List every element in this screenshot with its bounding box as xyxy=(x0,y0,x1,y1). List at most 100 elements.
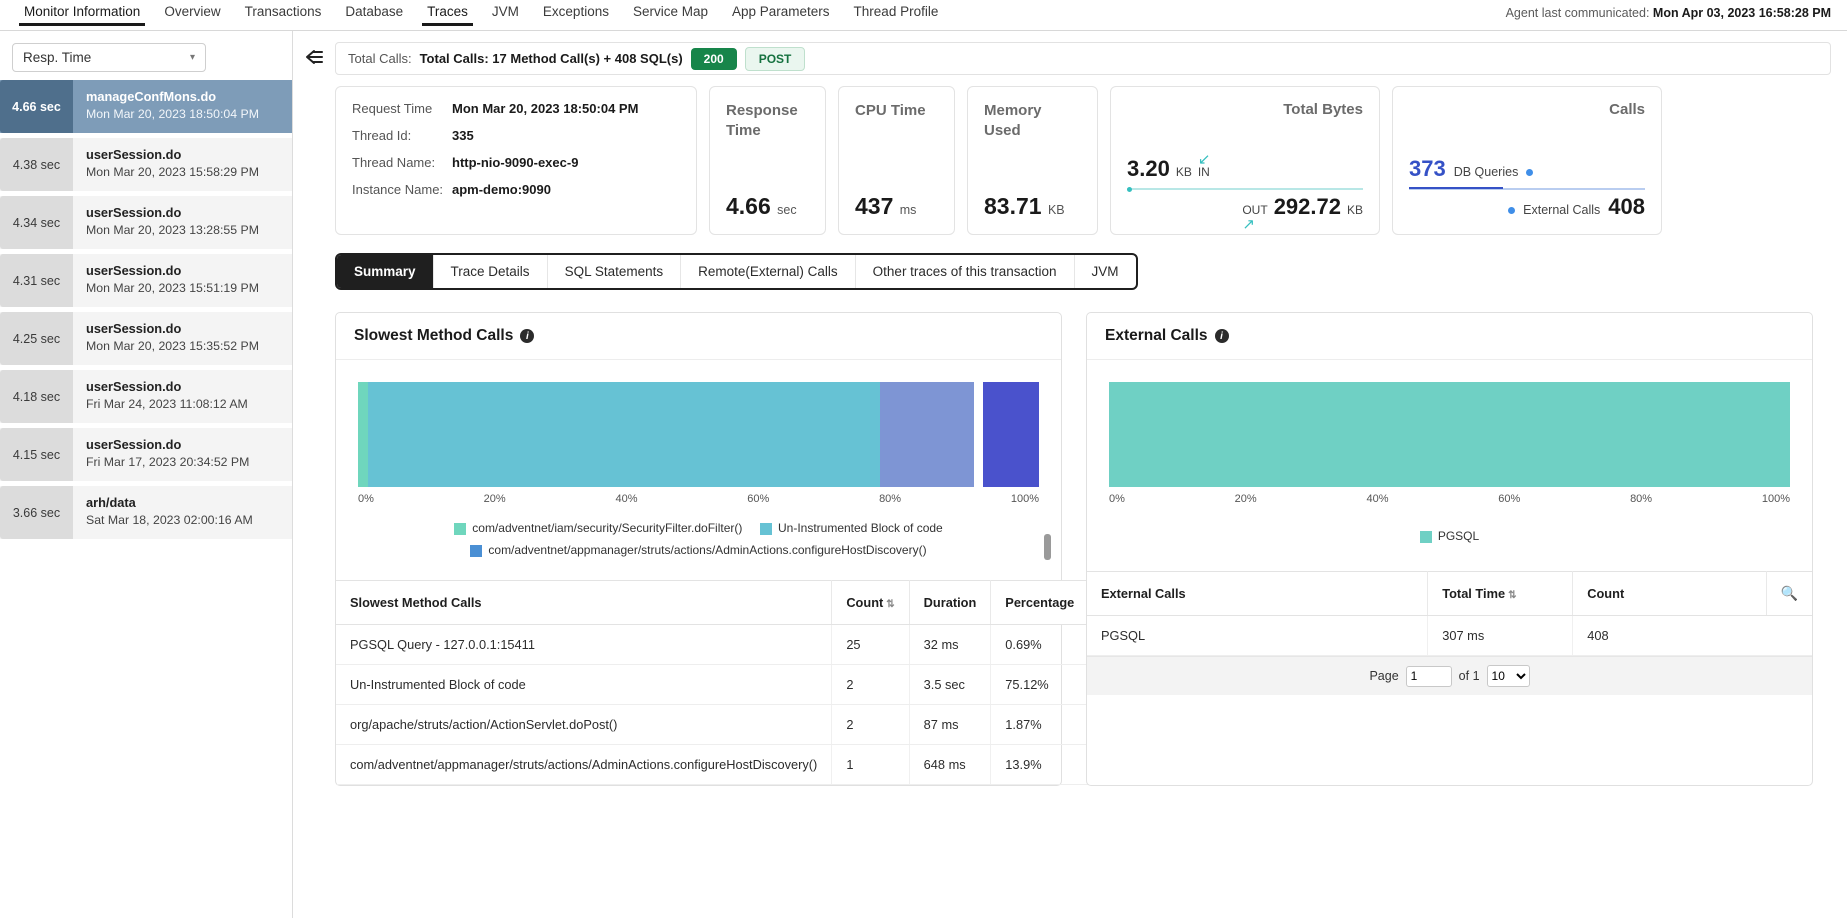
axis-tick: 60% xyxy=(747,493,770,505)
external-chart-axis: 0% 20% 40% 60% 80% 100% xyxy=(1109,493,1790,505)
table-row[interactable]: PGSQL 307 ms 408 xyxy=(1087,615,1812,657)
detail-tabs: Summary Trace Details SQL Statements Rem… xyxy=(335,253,1138,290)
external-calls-panel: External Calls i 0% 20% 40% 60% 80% xyxy=(1086,312,1813,786)
table-row[interactable]: PGSQL Query - 127.0.0.1:15411 25 32 ms 0… xyxy=(336,624,1135,665)
trace-name: userSession.do xyxy=(86,263,182,278)
trace-info: userSession.do Fri Mar 17, 2023 20:34:52… xyxy=(73,428,249,481)
col-total-time[interactable]: Total Time ⇅ xyxy=(1427,571,1574,617)
trace-list-item[interactable]: 3.66 sec arh/data Sat Mar 18, 2023 02:00… xyxy=(0,486,292,539)
legend-item[interactable]: com/adventnet/iam/security/SecurityFilte… xyxy=(454,519,742,539)
bytes-progress-line xyxy=(1127,186,1363,192)
trace-name: userSession.do xyxy=(86,321,182,336)
trace-list[interactable]: 4.66 sec manageConfMons.do Mon Mar 20, 2… xyxy=(0,80,292,918)
trace-list-item[interactable]: 4.25 sec userSession.do Mon Mar 20, 2023… xyxy=(0,312,292,365)
table-row[interactable]: org/apache/struts/action/ActionServlet.d… xyxy=(336,704,1135,745)
info-icon[interactable]: i xyxy=(1214,329,1229,343)
tab-trace-details[interactable]: Trace Details xyxy=(434,255,548,288)
trace-list-item[interactable]: 4.31 sec userSession.do Mon Mar 20, 2023… xyxy=(0,254,292,307)
trace-list-item[interactable]: 4.38 sec userSession.do Mon Mar 20, 2023… xyxy=(0,138,292,191)
col-count: Count xyxy=(1572,571,1767,617)
bytes-in-row: 3.20 KB ↙ IN xyxy=(1127,151,1363,182)
table-row[interactable]: com/adventnet/appmanager/struts/actions/… xyxy=(336,744,1135,785)
nav-item-monitor-information[interactable]: Monitor Information xyxy=(12,0,152,26)
table-row[interactable]: Un-Instrumented Block of code 2 3.5 sec … xyxy=(336,664,1135,705)
cell-method-name: com/adventnet/appmanager/struts/actions/… xyxy=(336,744,833,785)
page-of-label: of 1 xyxy=(1458,669,1480,684)
trace-list-item[interactable]: 4.34 sec userSession.do Mon Mar 20, 2023… xyxy=(0,196,292,249)
slowest-chart-legend: com/adventnet/iam/security/SecurityFilte… xyxy=(358,519,1039,574)
trace-list-item[interactable]: 4.15 sec userSession.do Fri Mar 17, 2023… xyxy=(0,428,292,481)
collapse-sidebar-icon[interactable] xyxy=(293,31,335,918)
search-icon[interactable]: 🔍 xyxy=(1780,585,1798,602)
nav-item-overview[interactable]: Overview xyxy=(164,4,221,19)
legend-item[interactable]: Un-Instrumented Block of code xyxy=(759,519,943,539)
db-queries-label: DB Queries xyxy=(1453,165,1519,179)
bytes-in-label: IN xyxy=(1197,165,1210,179)
total-bytes-title: Total Bytes xyxy=(1283,101,1363,118)
agent-timestamp: Mon Apr 03, 2023 16:58:28 PM xyxy=(1652,6,1831,20)
trace-duration: 4.18 sec xyxy=(0,370,73,423)
trace-duration: 4.38 sec xyxy=(0,138,73,191)
nav-item-exceptions[interactable]: Exceptions xyxy=(542,4,609,19)
nav-item-transactions[interactable]: Transactions xyxy=(244,4,322,19)
nav-item-app-parameters[interactable]: App Parameters xyxy=(732,4,830,19)
external-table-body: PGSQL 307 ms 408 xyxy=(1087,615,1812,657)
axis-tick: 80% xyxy=(1630,493,1653,505)
thread-name-value: http-nio-9090-exec-9 xyxy=(452,155,579,170)
bytes-out-unit: KB xyxy=(1346,203,1363,217)
tab-other-traces[interactable]: Other traces of this transaction xyxy=(856,255,1075,288)
tab-sql-statements[interactable]: SQL Statements xyxy=(548,255,682,288)
response-time-unit: sec xyxy=(777,203,797,217)
cell-duration: 32 ms xyxy=(909,624,992,665)
nav-item-thread-profile[interactable]: Thread Profile xyxy=(853,4,939,19)
tab-summary[interactable]: Summary xyxy=(337,255,434,288)
response-time-card: Response Time 4.66 sec xyxy=(709,86,826,235)
legend-scrollbar[interactable] xyxy=(1044,533,1051,560)
cell-count: 25 xyxy=(831,624,910,665)
cell-duration: 648 ms xyxy=(909,744,992,785)
tab-jvm[interactable]: JVM xyxy=(1091,264,1119,279)
trace-date: Mon Mar 20, 2023 15:51:19 PM xyxy=(86,281,259,296)
info-icon[interactable]: i xyxy=(520,329,535,343)
col-count[interactable]: Count ⇅ xyxy=(831,579,910,625)
total-bytes-card: Total Bytes 3.20 KB ↙ IN xyxy=(1110,86,1380,235)
slowest-panel-title: Slowest Method Calls xyxy=(354,327,514,344)
nav-item-jvm[interactable]: JVM xyxy=(491,4,519,19)
trace-list-item[interactable]: 4.66 sec manageConfMons.do Mon Mar 20, 2… xyxy=(0,80,292,133)
external-table-pager: Page of 1 10 25 50 100 xyxy=(1087,656,1812,696)
trace-duration: 4.25 sec xyxy=(0,312,73,365)
request-time-row: Request Time Mon Mar 20, 2023 18:50:04 P… xyxy=(352,101,680,116)
slowest-method-calls-table: Slowest Method Calls Count ⇅ Duration Per… xyxy=(336,579,1135,785)
sort-select[interactable]: Resp. Time ▾ xyxy=(12,43,206,72)
nav-item-traces[interactable]: Traces xyxy=(415,0,480,26)
bytes-in-direction: ↙ IN xyxy=(1197,151,1211,179)
axis-tick: 40% xyxy=(615,493,638,505)
nav-item-database[interactable]: Database xyxy=(345,4,404,19)
calls-card: Calls 373 DB Queries External Calls 408 xyxy=(1392,86,1662,235)
external-table-header-row: External Calls Total Time ⇅ Count 🔍 xyxy=(1087,571,1812,617)
slowest-method-calls-panel: Slowest Method Calls i 0% xyxy=(335,312,1135,786)
bytes-out-value: 292.72 xyxy=(1273,194,1341,219)
bar-segment-uninstrumented xyxy=(368,382,880,487)
memory-used-unit: KB xyxy=(1047,203,1065,217)
nav-item-service-map[interactable]: Service Map xyxy=(632,4,708,19)
db-queries-dot-icon xyxy=(1526,169,1534,176)
sort-icon: ⇅ xyxy=(886,598,895,610)
trace-list-item[interactable]: 4.18 sec userSession.do Fri Mar 24, 2023… xyxy=(0,370,292,423)
memory-used-card: Memory Used 83.71 KB xyxy=(967,86,1098,235)
trace-info: userSession.do Mon Mar 20, 2023 13:28:55… xyxy=(73,196,259,249)
col-search[interactable]: 🔍 xyxy=(1766,571,1812,617)
external-calls-label: External Calls xyxy=(1523,203,1601,217)
page-size-select[interactable]: 10 25 50 100 xyxy=(1486,665,1530,688)
page-number-input[interactable] xyxy=(1405,665,1452,687)
axis-tick: 80% xyxy=(879,493,902,505)
trace-duration: 4.66 sec xyxy=(0,80,73,133)
col-percentage: Percentage xyxy=(990,579,1090,625)
tab-remote-external-calls[interactable]: Remote(External) Calls xyxy=(681,255,856,288)
legend-item[interactable]: PGSQL xyxy=(1419,527,1479,547)
axis-tick: 60% xyxy=(1498,493,1521,505)
trace-name: arh/data xyxy=(86,495,136,510)
external-calls-table: External Calls Total Time ⇅ Count 🔍 PGSQL… xyxy=(1087,571,1812,657)
legend-item[interactable]: com/adventnet/appmanager/struts/actions/… xyxy=(470,541,927,561)
cell-method-name: PGSQL Query - 127.0.0.1:15411 xyxy=(336,624,833,665)
